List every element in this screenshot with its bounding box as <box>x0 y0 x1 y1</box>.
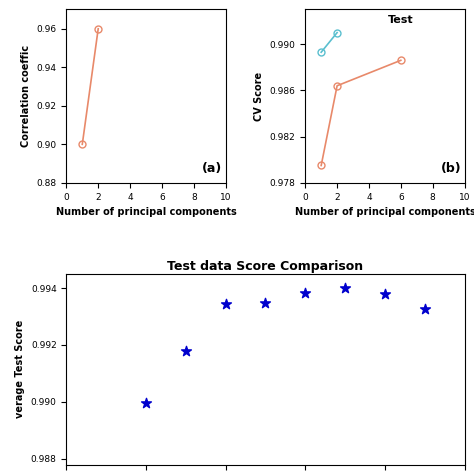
Text: (a): (a) <box>202 163 222 175</box>
Y-axis label: Correlation coeffic: Correlation coeffic <box>21 45 31 147</box>
Text: Test: Test <box>388 15 414 25</box>
Point <box>421 306 428 313</box>
Point <box>182 347 190 355</box>
Y-axis label: CV Score: CV Score <box>254 72 264 121</box>
Point <box>262 299 269 307</box>
Text: (b): (b) <box>441 163 461 175</box>
X-axis label: Number of principal components: Number of principal components <box>55 207 237 217</box>
X-axis label: Number of principal components: Number of principal components <box>294 207 474 217</box>
Point <box>222 300 229 308</box>
Point <box>341 284 349 292</box>
Point <box>381 290 389 298</box>
Point <box>142 400 150 407</box>
Point <box>301 290 309 297</box>
Y-axis label: verage Test Score: verage Test Score <box>15 320 25 418</box>
Title: Test data Score Comparison: Test data Score Comparison <box>167 260 364 273</box>
